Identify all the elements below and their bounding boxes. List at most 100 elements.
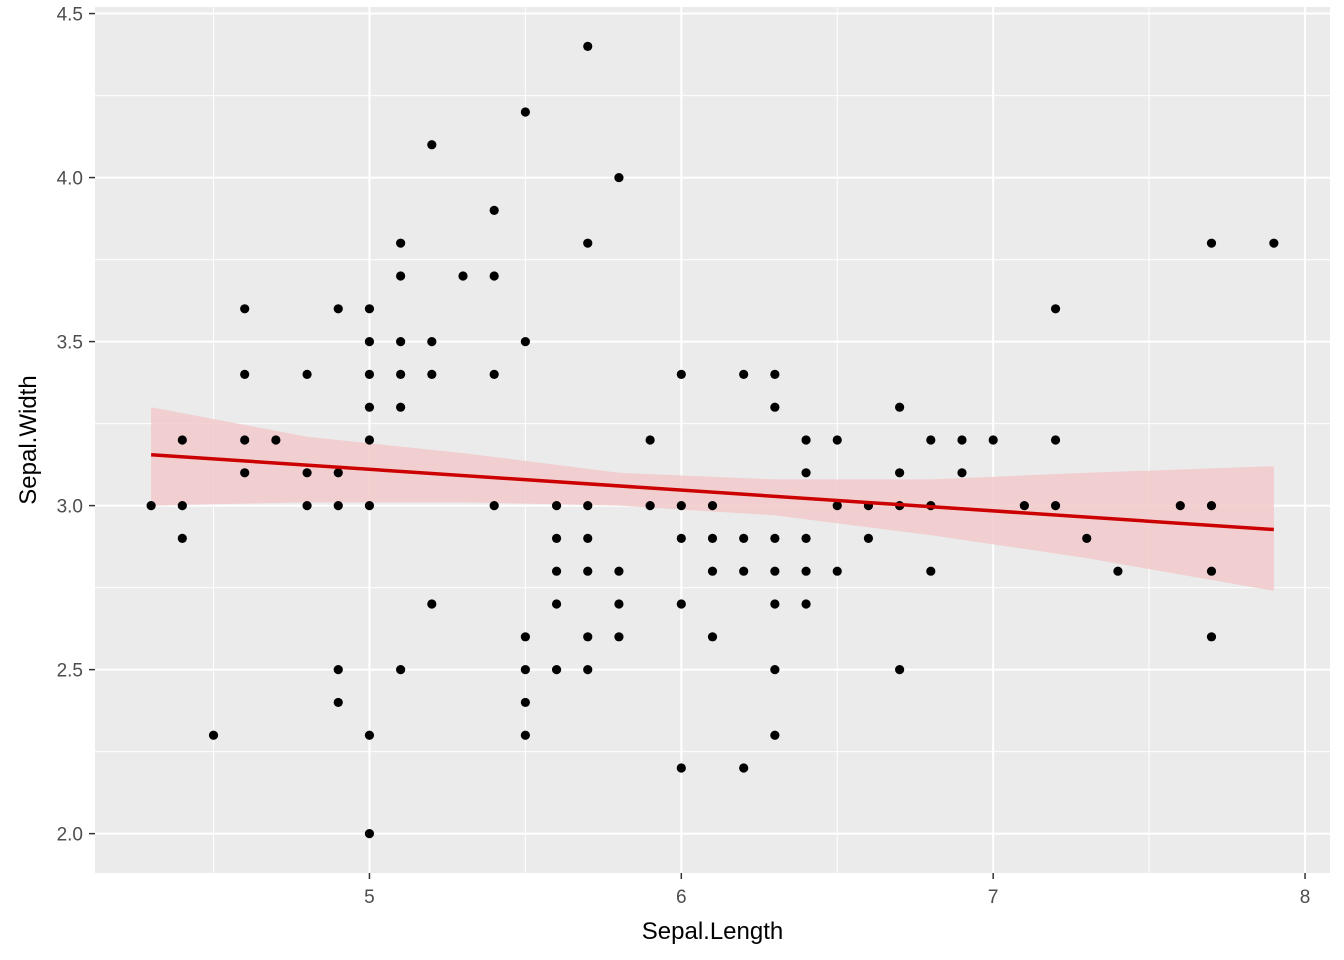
data-point <box>333 697 343 708</box>
data-point <box>427 599 437 609</box>
data-point <box>614 172 624 183</box>
data-point <box>302 468 312 478</box>
data-point <box>895 402 905 412</box>
data-point <box>801 435 811 445</box>
data-point <box>520 697 530 708</box>
data-point <box>707 501 718 511</box>
x-tick-label: 8 <box>1300 887 1311 908</box>
y-tick-label: 3.0 <box>57 497 83 518</box>
data-point <box>489 271 499 281</box>
data-point <box>1206 501 1217 511</box>
y-tick-label: 2.0 <box>57 825 83 846</box>
data-point <box>739 533 749 544</box>
x-tick-label: 7 <box>988 887 999 908</box>
data-point <box>801 468 811 478</box>
data-point <box>333 501 343 511</box>
data-point <box>489 205 499 215</box>
y-tick-label: 2.5 <box>57 661 83 682</box>
y-tick-label: 4.0 <box>57 169 83 190</box>
data-point <box>396 238 406 248</box>
data-point <box>551 533 562 544</box>
data-point <box>333 468 343 478</box>
data-point <box>676 501 686 511</box>
data-point <box>427 369 437 379</box>
data-point <box>583 665 593 675</box>
data-point <box>926 566 936 576</box>
data-point <box>520 336 530 347</box>
data-point <box>364 402 375 412</box>
data-point <box>801 599 811 609</box>
data-point <box>770 599 780 609</box>
data-point <box>240 435 250 445</box>
data-point <box>1050 304 1061 314</box>
data-point <box>489 369 499 379</box>
data-point <box>614 632 624 642</box>
data-point <box>895 665 905 675</box>
data-point <box>583 533 593 544</box>
data-point <box>801 533 811 544</box>
data-point <box>832 435 842 445</box>
data-point <box>1206 632 1217 642</box>
data-point <box>1019 501 1029 511</box>
data-point <box>926 435 936 445</box>
data-point <box>333 665 343 675</box>
x-axis-ticks: 5 6 7 8 <box>364 873 1310 908</box>
data-point <box>583 632 593 642</box>
data-point <box>1175 501 1185 511</box>
data-point <box>364 829 375 839</box>
data-point <box>551 665 562 675</box>
data-point <box>396 665 406 675</box>
data-point <box>1206 238 1217 248</box>
data-point <box>551 501 562 511</box>
data-point <box>583 238 593 248</box>
data-point <box>302 369 312 379</box>
data-point <box>396 402 406 412</box>
y-tick-label: 3.5 <box>57 333 83 354</box>
data-point <box>208 730 219 740</box>
data-point <box>832 566 842 576</box>
data-point <box>1113 566 1123 576</box>
data-point <box>364 304 375 314</box>
data-point <box>240 468 250 478</box>
y-tick-label: 4.5 <box>57 5 83 26</box>
data-point <box>271 435 281 445</box>
data-point <box>739 566 749 576</box>
data-point <box>177 435 187 445</box>
data-point <box>645 435 655 445</box>
confidence-band <box>151 407 1274 591</box>
data-points <box>146 41 1279 839</box>
data-point <box>957 435 967 445</box>
data-point <box>957 468 967 478</box>
data-point <box>770 402 780 412</box>
data-point <box>364 730 375 740</box>
data-point <box>1050 501 1061 511</box>
regression-line <box>151 453 1274 532</box>
data-point <box>427 140 437 150</box>
data-point <box>302 501 312 511</box>
data-point <box>614 599 624 609</box>
data-point <box>520 665 530 675</box>
data-point <box>1082 533 1092 544</box>
data-point <box>707 632 718 642</box>
data-point <box>770 730 780 740</box>
data-point <box>895 468 905 478</box>
data-point <box>863 533 874 544</box>
data-point <box>333 304 343 314</box>
data-point <box>707 533 718 544</box>
data-point <box>177 501 187 511</box>
data-point <box>770 566 780 576</box>
data-point <box>364 369 375 379</box>
data-point <box>988 435 998 445</box>
data-point <box>364 435 375 445</box>
x-tick-label: 6 <box>676 887 687 908</box>
data-point <box>427 336 437 347</box>
data-point <box>739 763 749 773</box>
data-point <box>396 369 406 379</box>
data-point <box>1050 435 1061 445</box>
data-point <box>177 533 187 544</box>
data-point <box>614 566 624 576</box>
data-point <box>240 369 250 379</box>
y-axis-ticks: 2.0 2.5 3.0 3.5 4.0 4.5 <box>57 5 95 846</box>
